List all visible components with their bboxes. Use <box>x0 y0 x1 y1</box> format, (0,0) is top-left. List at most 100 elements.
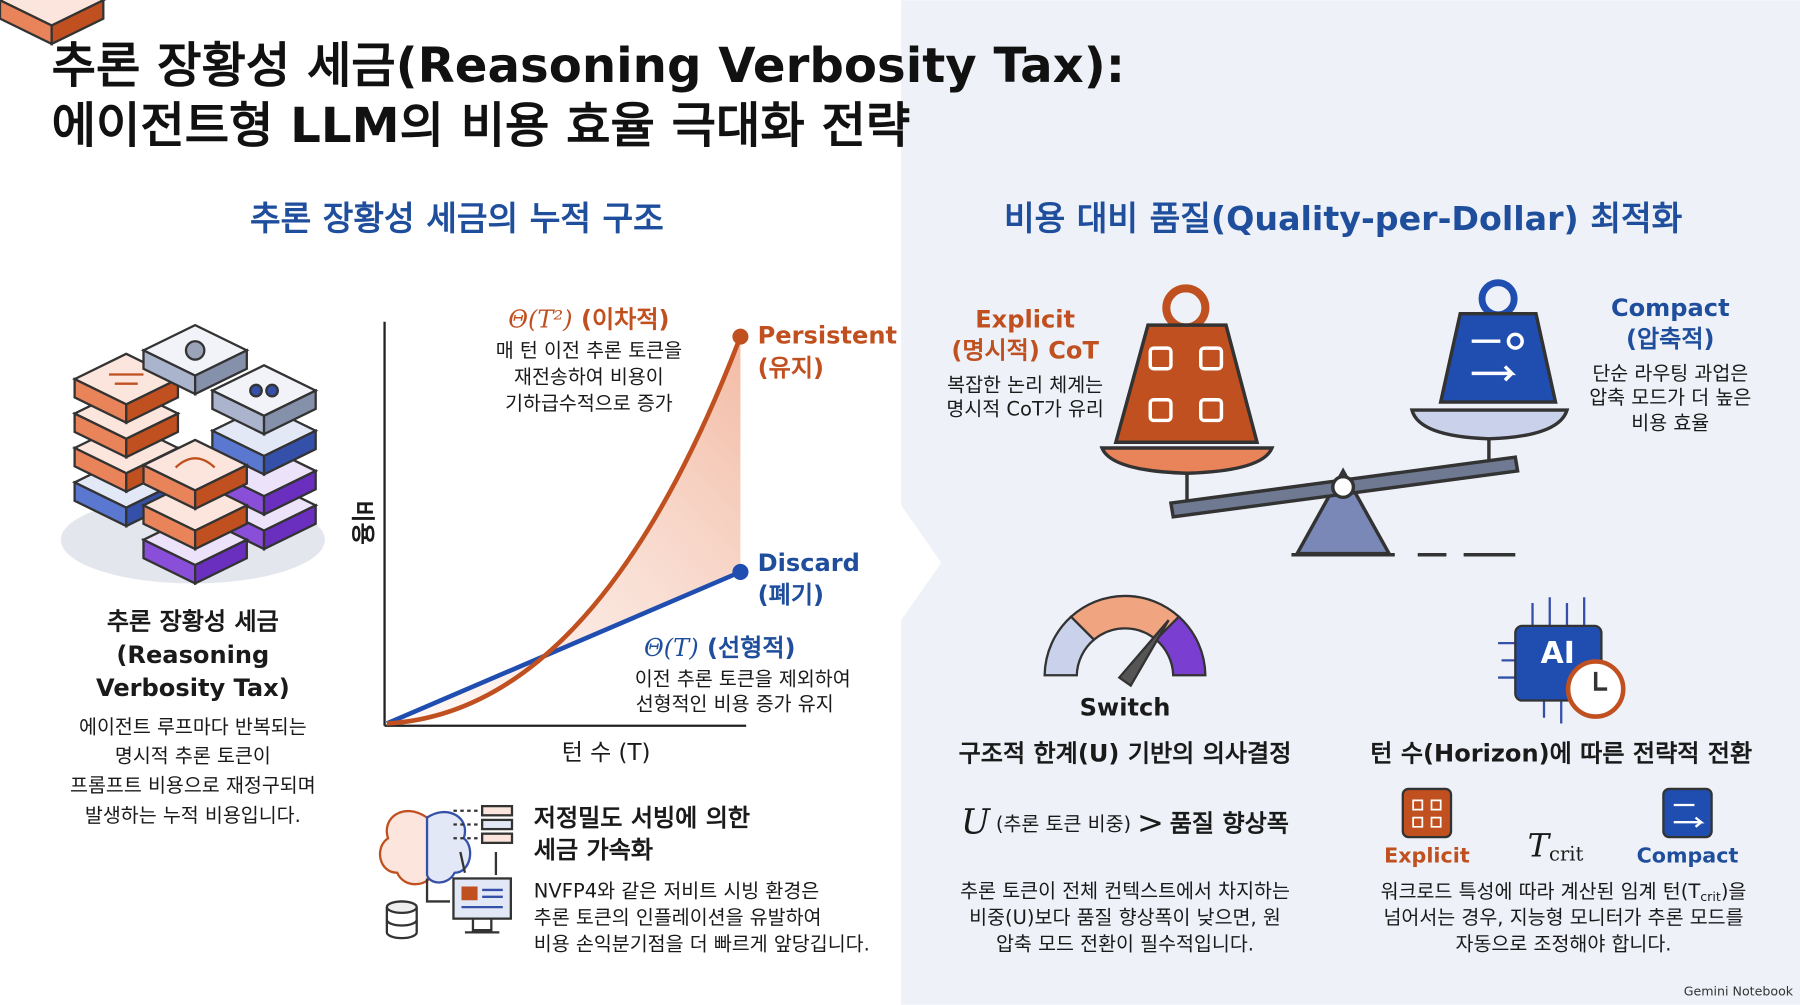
quadratic-desc: 기하급수적으로 증가 <box>505 392 673 415</box>
quadratic-desc: 재전송하여 비용이 <box>514 365 664 388</box>
explicit-weight-part <box>1199 398 1224 423</box>
quadratic-label: Θ(T²) (이차적) <box>508 305 669 334</box>
balance-scale <box>1099 408 1570 557</box>
operator: > <box>1137 804 1164 842</box>
server-stack-icon <box>0 0 325 586</box>
title: 에이전트형 LLM의 비용 효율 극대화 전략 <box>52 98 911 154</box>
discard-point <box>732 563 749 580</box>
persistent-point <box>732 328 749 345</box>
explicit-icon-part <box>1412 799 1442 828</box>
concept-body: 프롬프트 비용으로 재정구되며 <box>70 774 316 797</box>
serving-icon-part <box>464 918 500 934</box>
discard-label: Discard <box>758 549 860 577</box>
explicit-desc: 명시적 CoT가 유리 <box>946 398 1104 421</box>
cost-graph: 비용 턴 수 (T) Θ(T²) (이차적) 매 턴 이전 추론 토큰을 재전송… <box>349 305 897 766</box>
serving-icon-part <box>378 810 433 886</box>
horizon-desc: 넘어서는 경우, 지능형 모니터가 추론 모드를 <box>1383 906 1743 929</box>
compact-desc: 비용 효율 <box>1631 411 1709 434</box>
y-axis-label: 비용 <box>349 500 377 544</box>
note: (추론 토큰 비중) <box>996 812 1131 835</box>
discard-label: (폐기) <box>758 581 824 609</box>
server-stack-icon-part-part <box>174 457 216 469</box>
server-stack-icon-part-part <box>262 469 317 517</box>
server-stack-icon-part-part <box>265 383 279 398</box>
text: 워크로드 특성에 따라 계산된 임계 턴(T <box>1381 880 1701 903</box>
ai-chip-icon-part <box>1593 671 1608 691</box>
tag: (선형적) <box>707 634 796 662</box>
server-stack-icon-part <box>209 364 319 437</box>
compact-icon-part <box>1673 803 1705 828</box>
server-stack-icon-part-part <box>194 348 248 396</box>
serving-icon-part <box>480 818 514 831</box>
server-stack-icon-part-part <box>50 0 105 46</box>
server-stack-icon-part-part <box>194 537 248 586</box>
switch-rule: U (추론 토큰 비중) > 품질 향상폭 <box>961 803 1289 843</box>
serving-icon-part <box>480 804 514 817</box>
explicit-icon-part <box>1401 787 1453 839</box>
compact-title: (압축적) <box>1626 325 1715 353</box>
compact-icon-part <box>1662 787 1713 839</box>
balance-scale-part <box>1099 446 1275 475</box>
server-stack-icon-part-part <box>262 503 317 551</box>
serving-icon-part <box>461 888 503 909</box>
balance-scale-part <box>1331 474 1356 500</box>
quadratic-curve <box>386 335 743 726</box>
subscript: crit <box>1700 888 1721 903</box>
symbol: T <box>1528 826 1552 864</box>
x-axis-label: 턴 수 (T) <box>562 740 651 766</box>
serving-body: 비용 손익분기점을 더 빠르게 앞당깁니다. <box>534 933 870 956</box>
section-heading: 추론 장황성 세금의 누적 구조 <box>250 199 664 238</box>
server-stack-icon-part-part <box>125 377 180 425</box>
serving-icon-part <box>461 886 478 901</box>
compact-title: Compact <box>1611 294 1730 322</box>
switch-desc: 추론 토큰이 전체 컨텍스트에서 차지하는 <box>960 880 1290 903</box>
serving-icon-part <box>385 919 418 927</box>
serving-body: 추론 토큰의 인플레이션을 유발하여 <box>534 906 822 929</box>
explicit-weight-part <box>1148 346 1173 371</box>
server-stack-icon-part-part <box>184 340 206 361</box>
switch-title: 구조적 한계(U) 기반의 의사결정 <box>959 739 1292 767</box>
server-stack-icon-part <box>0 0 106 46</box>
explicit-title: Explicit <box>975 306 1075 334</box>
balance-scale-part <box>1409 408 1570 441</box>
switch-desc: 압축 모드 전환이 필수적입니다. <box>996 933 1254 956</box>
compact-label: Compact <box>1637 844 1739 868</box>
subscript: crit <box>1549 842 1583 865</box>
rhs: 품질 향상폭 <box>1170 810 1289 838</box>
server-stack-icon-part <box>140 438 250 511</box>
switch-label: Switch <box>1080 694 1171 722</box>
linear-label: Θ(T) (선형적) <box>644 633 796 662</box>
ai-chip-icon: AI <box>1498 597 1626 724</box>
brand: Gemini Notebook <box>1684 984 1794 999</box>
explicit-desc: 복잡한 논리 체계는 <box>947 373 1103 396</box>
serving-icon-part <box>480 832 514 845</box>
horizon-desc: 워크로드 특성에 따라 계산된 임계 턴(Tcrit)을 <box>1381 880 1747 904</box>
server-stack-icon-part <box>72 352 181 425</box>
server-stack-icon-part <box>140 323 250 396</box>
explicit-title: (명시적) CoT <box>951 337 1099 365</box>
serving-icon-part <box>453 809 479 840</box>
ai-chip-icon-part: AI <box>1541 636 1575 671</box>
gauge-icon-part <box>1154 615 1207 677</box>
horizon-title: 턴 수(Horizon)에 따른 전략적 전환 <box>1370 739 1752 767</box>
serving-body: NVFP4와 같은 저비트 시빙 환경은 <box>534 880 819 903</box>
concept-body: 명시적 추론 토큰이 <box>115 744 271 767</box>
concept-title: 추론 장황성 세금 <box>107 607 279 635</box>
gauge-icon <box>1043 594 1207 688</box>
tag: (이차적) <box>581 306 670 334</box>
compact-weight-part <box>1438 311 1558 404</box>
compact-desc: 단순 라우팅 과업은 <box>1592 362 1748 385</box>
symbol: U <box>961 803 991 843</box>
horizon-desc: 자동으로 조정해야 합니다. <box>1456 933 1672 956</box>
section-heading: 비용 대비 품질(Quality-per-Dollar) 최적화 <box>1004 199 1683 238</box>
server-stack-icon-part-part <box>262 428 317 477</box>
serving-icon-part <box>385 907 418 940</box>
server-stack-icon-part-part <box>262 388 317 437</box>
serving-icon-part <box>385 900 418 915</box>
persistent-label: Persistent <box>758 322 897 350</box>
title: 추론 장황성 세금(Reasoning Verbosity Tax): <box>52 38 1125 94</box>
serving-title: 저정밀도 서빙에 의한 <box>534 804 750 832</box>
serving-icon <box>378 804 514 940</box>
text: )을 <box>1721 880 1747 903</box>
serving-title: 세금 가속화 <box>534 836 653 864</box>
